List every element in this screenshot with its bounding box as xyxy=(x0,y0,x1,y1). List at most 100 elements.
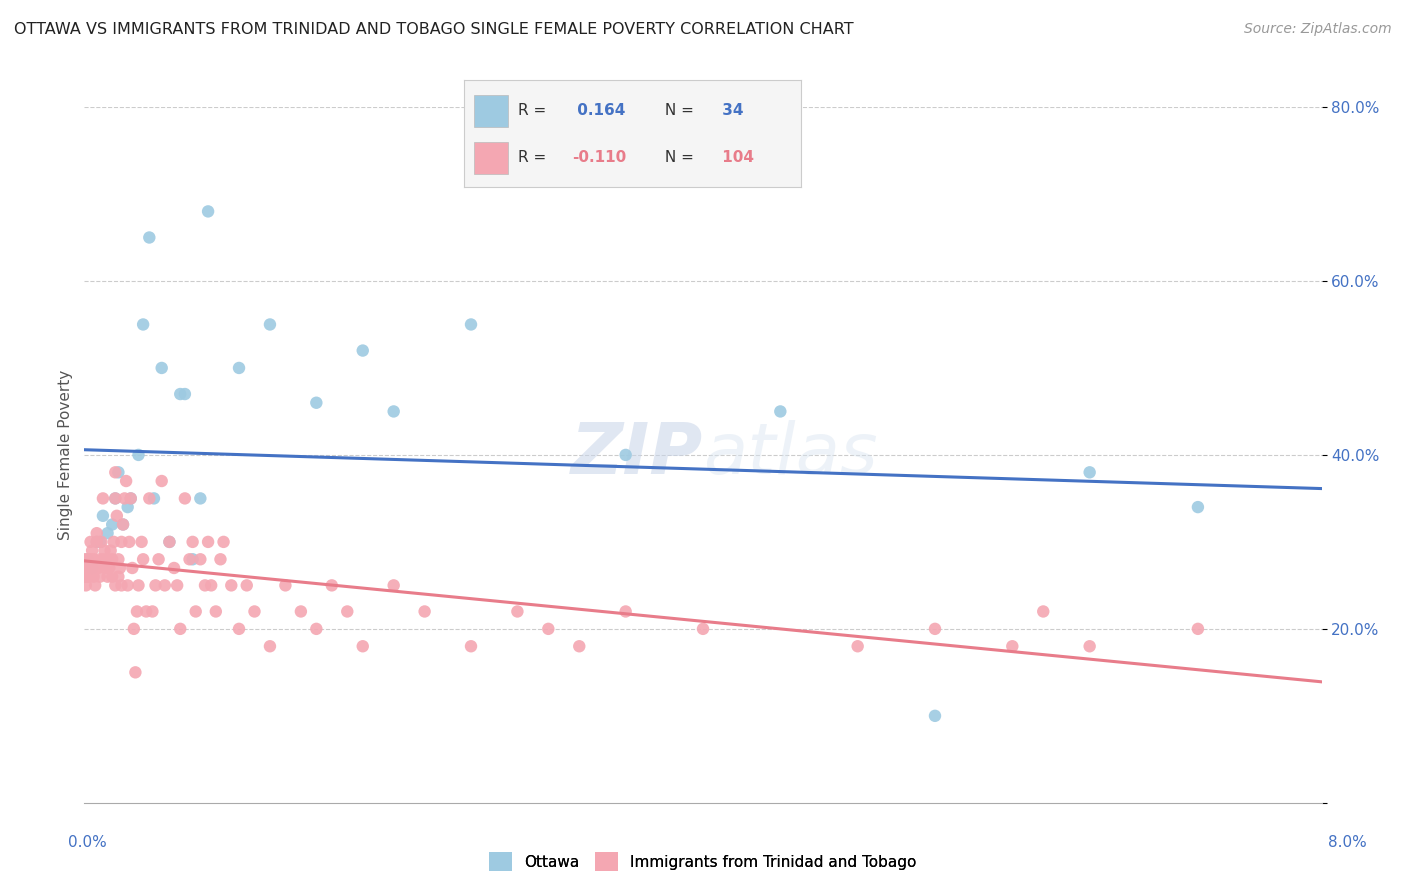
Point xyxy=(108,561,131,575)
Point xyxy=(769,404,792,418)
Point xyxy=(143,491,166,506)
Point xyxy=(120,491,142,506)
Point xyxy=(86,534,108,549)
Point xyxy=(209,552,232,566)
Text: Source: ZipAtlas.com: Source: ZipAtlas.com xyxy=(1244,22,1392,37)
Point xyxy=(105,508,128,523)
Point xyxy=(274,578,297,592)
Point xyxy=(259,318,281,332)
Point xyxy=(1187,500,1209,514)
Point xyxy=(460,318,482,332)
Text: 0.164: 0.164 xyxy=(572,103,626,118)
Point xyxy=(924,708,946,723)
Legend: Ottawa, Immigrants from Trinidad and Tobago: Ottawa, Immigrants from Trinidad and Tob… xyxy=(482,845,924,879)
Point xyxy=(112,517,135,532)
Point xyxy=(138,230,160,244)
Text: R =: R = xyxy=(517,103,551,118)
Point xyxy=(212,534,235,549)
Point xyxy=(141,605,163,619)
Point xyxy=(413,605,436,619)
Point xyxy=(82,561,104,575)
Point xyxy=(194,578,217,592)
Point xyxy=(110,534,132,549)
Point xyxy=(305,395,328,409)
Point xyxy=(77,570,100,584)
Point xyxy=(104,466,127,480)
Point xyxy=(83,552,105,566)
Point xyxy=(94,561,117,575)
Point xyxy=(87,561,110,575)
Point xyxy=(125,605,148,619)
Text: 8.0%: 8.0% xyxy=(1327,836,1367,850)
Point xyxy=(104,578,127,592)
Text: OTTAWA VS IMMIGRANTS FROM TRINIDAD AND TOBAGO SINGLE FEMALE POVERTY CORRELATION : OTTAWA VS IMMIGRANTS FROM TRINIDAD AND T… xyxy=(14,22,853,37)
Point xyxy=(1001,639,1024,653)
Point xyxy=(184,605,207,619)
Point xyxy=(89,570,111,584)
Point xyxy=(205,605,228,619)
Point xyxy=(76,570,98,584)
Point xyxy=(235,578,259,592)
Point xyxy=(159,534,180,549)
Point xyxy=(336,605,359,619)
Text: N =: N = xyxy=(659,103,699,118)
Point xyxy=(86,526,108,541)
Point xyxy=(120,491,142,506)
Point xyxy=(98,561,121,575)
Point xyxy=(101,517,124,532)
Point xyxy=(460,639,482,653)
Point xyxy=(86,534,108,549)
Point xyxy=(79,534,101,549)
Point xyxy=(243,605,266,619)
Text: atlas: atlas xyxy=(703,420,877,490)
Point xyxy=(96,526,118,541)
Point xyxy=(568,639,591,653)
Point xyxy=(692,622,714,636)
Point xyxy=(84,561,107,575)
Point xyxy=(75,561,97,575)
Point xyxy=(96,570,118,584)
Point xyxy=(101,552,124,566)
Point xyxy=(506,605,529,619)
Point xyxy=(290,605,312,619)
Point xyxy=(163,561,186,575)
Point xyxy=(104,491,127,506)
Point xyxy=(76,552,98,566)
FancyBboxPatch shape xyxy=(474,95,508,128)
Point xyxy=(138,491,160,506)
Point xyxy=(107,552,129,566)
Point xyxy=(321,578,343,592)
Point xyxy=(112,517,135,532)
Point xyxy=(89,534,111,549)
Point xyxy=(1078,466,1101,480)
Point xyxy=(145,578,167,592)
Point xyxy=(98,561,121,575)
Point xyxy=(82,561,104,575)
Point xyxy=(73,561,96,575)
Text: R =: R = xyxy=(517,150,551,165)
Point xyxy=(228,622,250,636)
Point xyxy=(150,474,173,488)
Point xyxy=(77,561,100,575)
Point xyxy=(76,552,98,566)
Point xyxy=(352,343,374,358)
Point xyxy=(1187,622,1209,636)
Point xyxy=(179,552,201,566)
Point xyxy=(75,578,97,592)
Point xyxy=(148,552,170,566)
Point xyxy=(169,622,191,636)
Point xyxy=(90,534,112,549)
Text: ZIP: ZIP xyxy=(571,420,703,490)
Point xyxy=(614,448,637,462)
Point xyxy=(117,500,139,514)
Point xyxy=(115,474,138,488)
Text: -0.110: -0.110 xyxy=(572,150,626,165)
Point xyxy=(159,534,180,549)
Point xyxy=(614,605,637,619)
Point xyxy=(197,534,219,549)
Point xyxy=(117,578,139,592)
Point xyxy=(127,448,149,462)
Point xyxy=(132,318,155,332)
Text: 0.0%: 0.0% xyxy=(67,836,107,850)
Point xyxy=(103,534,125,549)
